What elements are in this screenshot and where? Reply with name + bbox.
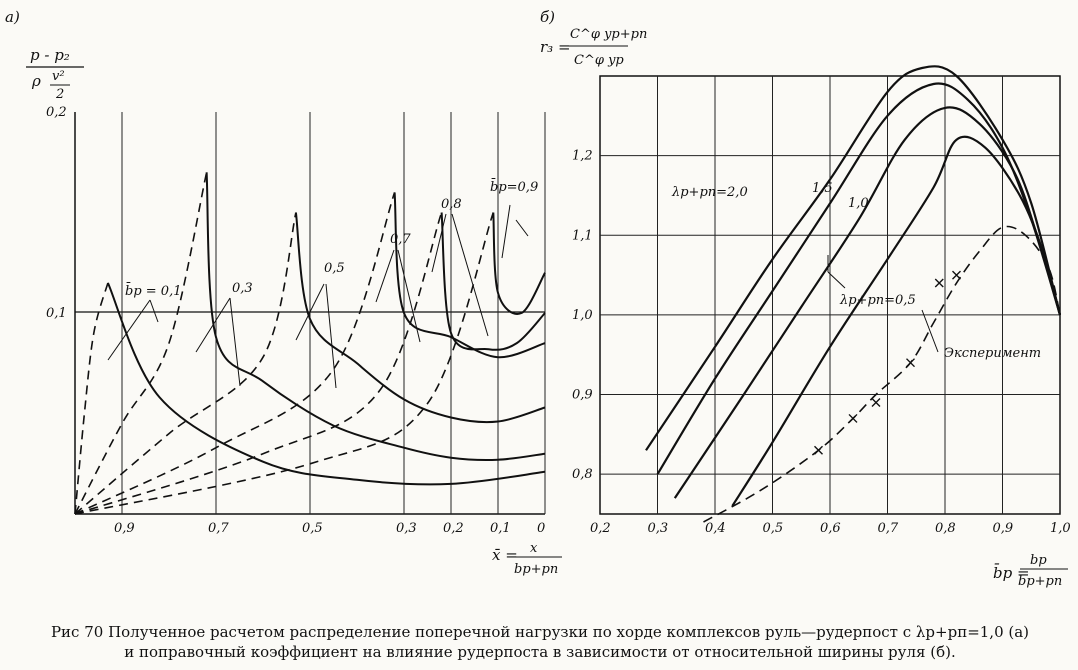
- b-y-tick-label: 0,8: [572, 467, 593, 482]
- b-curve-lambda: [731, 135, 1062, 507]
- a-xlabel-den: bр+рп: [514, 562, 558, 577]
- a-x-tick-label: 0,5: [302, 521, 323, 536]
- a-curve-solid: [440, 212, 546, 351]
- figure-caption: Рис 70 Полученное расчетом распределение…: [20, 622, 1060, 662]
- b-experiment-marker: [934, 278, 944, 288]
- label-bp-05: 0,5: [324, 261, 345, 276]
- b-x-tick-label: 0,3: [648, 521, 669, 536]
- a-y-tick-label: 0,2: [46, 105, 67, 120]
- a-leader-line: [149, 299, 159, 323]
- b-x-tick-label: 0,2: [590, 521, 611, 536]
- b-leader-line: [827, 271, 846, 289]
- b-x-tick-label: 0,6: [820, 521, 841, 536]
- b-y-tick-label: 1,0: [572, 308, 593, 323]
- a-x-tick-label: 0,2: [443, 521, 464, 536]
- b-xlabel-left: b̄р =: [993, 564, 1030, 582]
- b-curve-lambda: [656, 82, 1062, 475]
- a-curve-dashed: [74, 212, 495, 515]
- a-curve-dashed: [74, 212, 297, 515]
- caption-line-2: и поправочный коэффициент на влияние руд…: [124, 643, 956, 661]
- a-leader-line: [325, 283, 337, 389]
- a-xlabel-left: x̄ =: [492, 546, 518, 564]
- label-lambda-15: 1,5: [812, 181, 833, 196]
- a-curve-dashed: [74, 192, 396, 515]
- a-leader-line: [295, 283, 325, 341]
- b-xlabel-num: bр: [1030, 553, 1047, 568]
- b-y-tick-label: 1,2: [572, 149, 593, 164]
- label-lambda-05: λр+рп=0,5: [839, 293, 916, 308]
- a-leader-line: [451, 213, 489, 337]
- a-curve-dashed: [74, 172, 208, 515]
- b-xlabel-den: bр+рп: [1018, 574, 1062, 589]
- a-leader-line: [431, 213, 447, 273]
- b-y-tick-label: 1,1: [572, 228, 593, 243]
- b-curve-lambda: [645, 65, 1062, 451]
- a-y-tick-label: 0,1: [46, 306, 67, 321]
- a-x-tick-label: 0,9: [114, 521, 135, 536]
- a-curve-dashed: [74, 212, 443, 515]
- b-x-tick-label: 1,0: [1050, 521, 1071, 536]
- a-x-tick-label: 0,3: [396, 521, 417, 536]
- a-x-tick-label: 0,7: [208, 521, 229, 536]
- b-leader-line: [921, 309, 939, 353]
- a-curve-dashed: [74, 282, 109, 515]
- b-experiment-marker: [952, 270, 961, 280]
- a-curve-solid: [492, 212, 546, 315]
- a-xlabel-num: x: [530, 541, 538, 556]
- b-experiment-marker: [848, 413, 858, 423]
- b-x-tick-label: 0,7: [878, 521, 899, 536]
- a-x-tick-label: 0: [537, 521, 545, 536]
- label-bp-03: 0,3: [232, 281, 253, 296]
- b-x-tick-label: 0,4: [705, 521, 726, 536]
- a-curve-solid: [205, 172, 546, 461]
- label-bp-08: 0,8: [441, 197, 462, 212]
- b-x-tick-label: 0,5: [763, 521, 784, 536]
- a-leader-line: [375, 249, 395, 303]
- label-bp-09: b̄р=0,9: [490, 178, 538, 195]
- b-x-tick-label: 0,9: [993, 521, 1014, 536]
- b-experiment-marker: [814, 445, 823, 455]
- panel-b-label: б): [540, 8, 555, 26]
- a-ylabel-2: 2: [55, 87, 64, 102]
- a-curve-solid: [393, 192, 546, 359]
- a-leader-line: [515, 219, 529, 237]
- b-curve-lambda: [673, 106, 1062, 499]
- a-leader-line: [397, 249, 421, 343]
- panel-a-label: а): [5, 8, 20, 26]
- a-ylabel-numerator: p - p₂: [30, 46, 70, 64]
- caption-line-1: Рис 70 Полученное расчетом распределение…: [50, 623, 1030, 641]
- a-leader-line: [107, 299, 151, 361]
- a-ylabel-rho: ρ: [31, 72, 41, 90]
- b-y-tick-label: 0,9: [572, 388, 593, 403]
- b-experiment-marker: [906, 358, 915, 368]
- panel-b-chart: [599, 65, 1062, 523]
- b-experiment-marker: [871, 398, 881, 408]
- panel-a-chart: [74, 112, 546, 515]
- b-ylabel-left: r₃ =: [540, 38, 571, 56]
- b-x-tick-label: 0,8: [935, 521, 956, 536]
- a-leader-line: [229, 297, 241, 387]
- a-curve-solid: [106, 282, 546, 486]
- label-lambda-20: λр+рп=2,0: [671, 185, 748, 200]
- a-leader-line: [501, 204, 511, 259]
- a-curve-solid: [294, 212, 546, 424]
- a-ylabel-v2: v²: [52, 69, 65, 84]
- b-ylabel-den: C^φ yр: [574, 53, 624, 68]
- label-lambda-10: 1,0: [848, 196, 869, 211]
- label-bp-01: b̄р = 0,1: [125, 282, 181, 299]
- b-ylabel-num: C^φ yр+рп: [570, 27, 647, 42]
- a-leader-line: [195, 297, 231, 353]
- a-x-tick-label: 0,1: [490, 521, 511, 536]
- label-bp-07: 0,7: [390, 232, 411, 247]
- label-experiment: Эксперимент: [944, 346, 1041, 361]
